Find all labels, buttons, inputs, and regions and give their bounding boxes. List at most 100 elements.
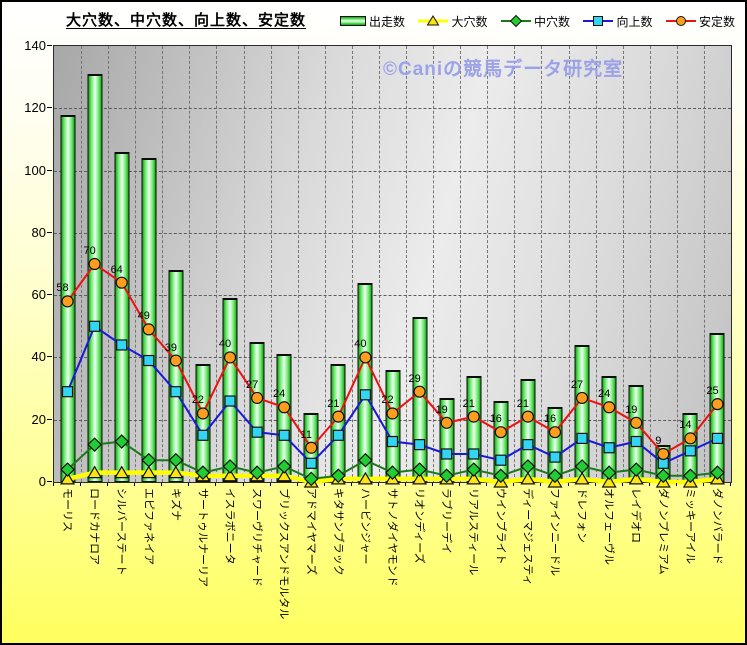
x-axis-tick — [134, 483, 136, 486]
square-marker — [224, 395, 236, 407]
x-axis-tick — [432, 483, 434, 486]
data-label: 24 — [598, 388, 611, 401]
y-axis-label: 140 — [24, 38, 46, 53]
vertical-gridline — [622, 46, 624, 482]
square-marker — [197, 429, 209, 441]
circle-marker — [142, 323, 155, 336]
triangle-marker — [628, 471, 644, 485]
circle-marker — [440, 416, 453, 429]
x-axis-label: キズナ — [169, 488, 182, 521]
data-label: 40 — [354, 338, 367, 351]
legend-label: 出走数 — [369, 14, 406, 29]
diamond-marker — [547, 468, 563, 484]
x-axis-label: イスラボニータ — [223, 488, 236, 565]
vertical-gridline — [460, 46, 462, 482]
x-axis-tick — [80, 483, 82, 486]
diamond-marker — [655, 468, 671, 484]
diamond-marker — [358, 452, 373, 468]
diamond-marker — [439, 468, 455, 484]
data-label: 21 — [516, 397, 530, 410]
triangle-marker — [59, 471, 76, 485]
square-marker — [711, 432, 724, 444]
vertical-gridline — [649, 46, 651, 482]
x-axis-tick — [161, 483, 163, 486]
vertical-gridline — [216, 46, 218, 482]
x-axis-label: サートゥルナーリア — [196, 488, 209, 587]
circle-marker — [305, 441, 318, 454]
circle-marker — [251, 391, 264, 405]
diamond-marker — [683, 468, 698, 484]
y-axis-tick — [47, 107, 52, 109]
x-axis-tick — [702, 483, 704, 486]
circle-marker — [278, 401, 291, 414]
triangle-marker — [601, 474, 617, 488]
horizontal-gridline — [54, 170, 731, 172]
circle-marker — [711, 398, 724, 411]
diamond-marker — [195, 465, 211, 481]
y-axis-label: 20 — [31, 411, 46, 427]
square-marker — [603, 442, 615, 454]
legend-square-marker — [583, 16, 614, 26]
diamond-marker — [276, 459, 292, 474]
legend-bar-swatch — [340, 16, 366, 26]
legend-circle-marker — [665, 16, 696, 26]
diamond-marker — [493, 468, 509, 484]
triangle-marker — [222, 468, 238, 482]
data-label: 25 — [706, 385, 719, 398]
triangle-marker — [466, 471, 482, 485]
data-label: 21 — [462, 397, 475, 410]
legend-triangle-marker — [418, 15, 449, 26]
x-axis-tick — [323, 483, 325, 486]
x-axis-label: ハービンジャー — [358, 488, 371, 565]
x-axis-label: ダノンプレミアム — [656, 488, 669, 575]
diamond-marker — [466, 462, 482, 477]
x-axis-label: ドレフォン — [575, 488, 588, 543]
circle-marker — [169, 354, 182, 367]
data-label: 21 — [327, 397, 340, 410]
vertical-gridline — [433, 46, 435, 482]
x-axis-label: エピファネイア — [142, 488, 155, 565]
y-axis-tick — [47, 231, 52, 233]
y-axis-label: 0 — [38, 474, 46, 489]
square-marker — [576, 432, 588, 444]
x-axis-label: ブリックスアンドモルタル — [277, 488, 290, 620]
circle-marker — [603, 401, 616, 414]
circle-marker — [467, 410, 480, 423]
legend-label: 中穴数 — [533, 14, 570, 29]
x-axis-label: アドマイヤマーズ — [304, 488, 317, 576]
circle-marker — [684, 432, 697, 445]
circle-marker — [494, 426, 507, 439]
circle-marker — [413, 385, 426, 398]
diamond-marker — [412, 462, 427, 477]
square-marker — [630, 435, 642, 448]
x-axis-label: キタサンブラック — [331, 488, 344, 576]
circle-marker — [386, 407, 399, 420]
data-label: 11 — [300, 428, 312, 441]
triangle-marker — [357, 471, 373, 485]
triangle-marker — [412, 471, 428, 485]
x-axis-tick — [567, 483, 569, 486]
diamond-marker — [628, 462, 644, 477]
x-axis-label: リオンディーズ — [413, 488, 426, 564]
vertical-gridline — [351, 46, 353, 482]
legend-item-0: 出走数 — [340, 13, 405, 30]
legend-item-2: 中穴数 — [500, 13, 570, 30]
diamond-marker — [60, 462, 75, 477]
x-axis-tick — [513, 483, 515, 486]
data-label: 40 — [218, 338, 232, 351]
x-axis-tick — [540, 483, 542, 486]
y-axis-tick — [47, 356, 52, 358]
diamond-marker — [249, 465, 265, 481]
data-label: 16 — [489, 413, 502, 426]
data-label: 27 — [245, 378, 259, 391]
x-axis-label: ダノンバラード — [710, 488, 723, 565]
x-axis-tick — [377, 483, 379, 486]
diamond-marker — [222, 459, 238, 474]
horizontal-gridline — [54, 357, 731, 359]
legend-diamond-marker — [500, 14, 531, 28]
diamond-marker — [168, 452, 184, 468]
y-axis-label: 100 — [24, 162, 46, 178]
x-axis-tick — [242, 483, 244, 486]
circle-marker — [630, 416, 643, 429]
